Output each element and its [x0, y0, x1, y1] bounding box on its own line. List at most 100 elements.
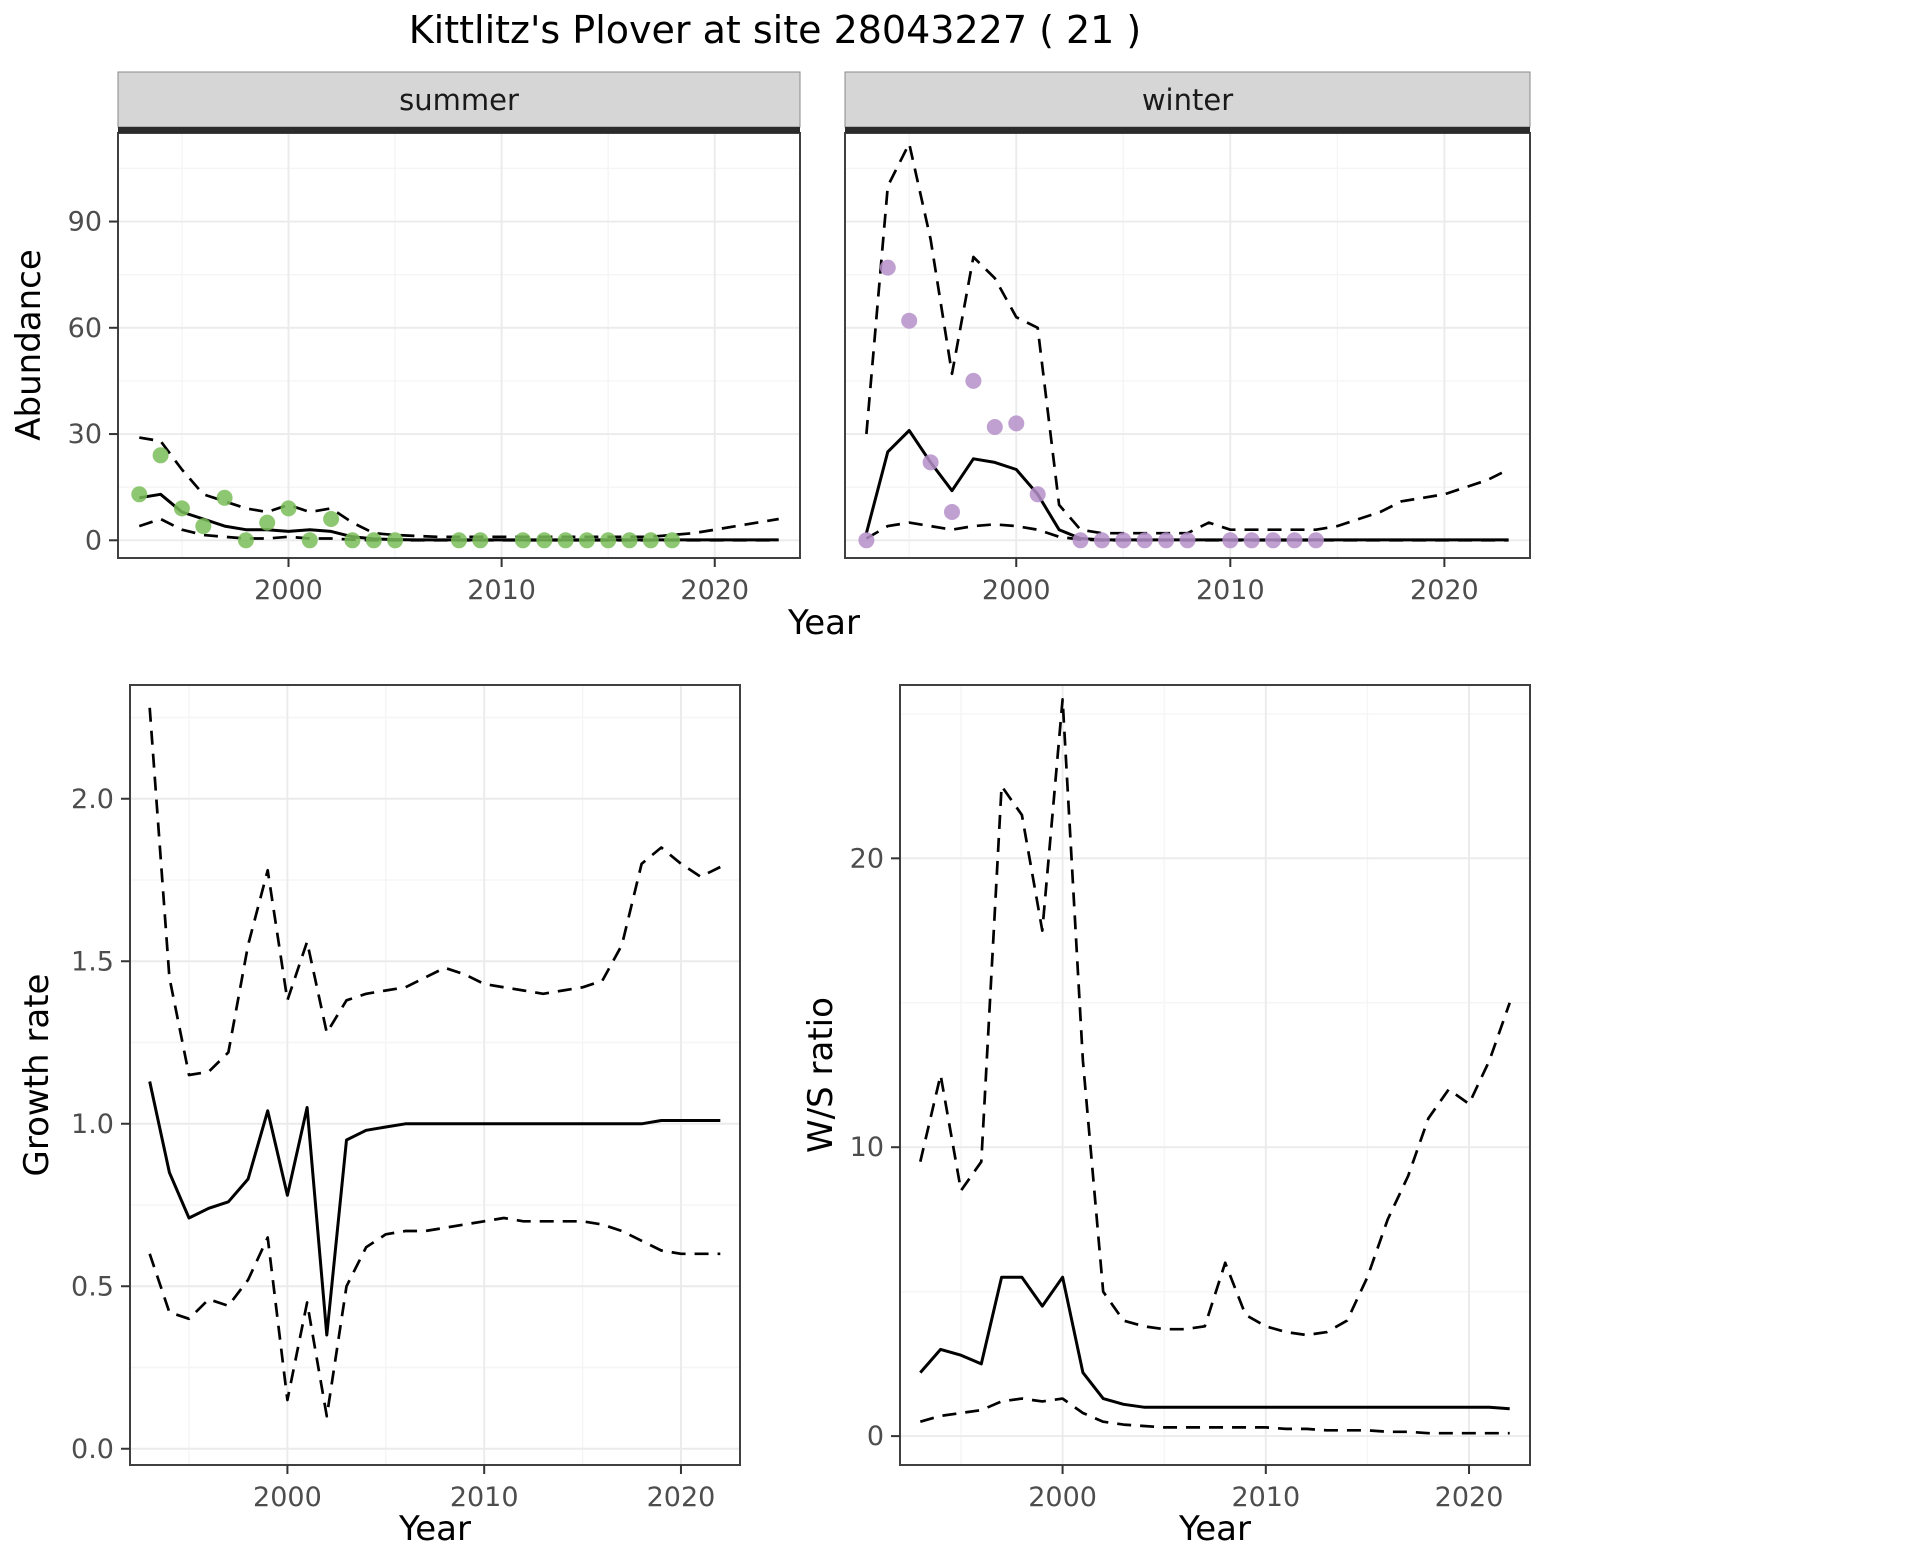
x-axis-title: Year — [1178, 1509, 1251, 1549]
y-axis-title: Growth rate — [17, 974, 57, 1177]
median-line — [919, 1275, 1510, 1411]
facet-strip-border — [845, 127, 1530, 133]
series-group-ws-ratio — [918, 698, 1511, 1435]
data-point — [600, 532, 617, 549]
panel-abundance-winter: 2000 2010 2020 winter — [844, 71, 1531, 606]
data-point — [514, 532, 531, 549]
axis-ticks — [891, 857, 1471, 1474]
lower-ci-line — [148, 1216, 721, 1418]
data-point — [131, 486, 148, 503]
observed-summer-points — [131, 447, 681, 549]
upper-ci-line — [148, 707, 721, 1077]
y-tick-label: 0.0 — [71, 1434, 114, 1465]
data-point — [216, 489, 233, 506]
data-point — [301, 532, 318, 549]
x-tick-label: 2010 — [467, 575, 536, 606]
data-point — [1222, 532, 1239, 549]
data-point — [944, 504, 960, 520]
y-tick-label: 2.0 — [71, 784, 114, 815]
data-point — [451, 532, 467, 549]
axis-ticks — [1015, 558, 1446, 567]
data-point — [664, 532, 681, 549]
data-point — [472, 532, 489, 549]
data-point — [1115, 532, 1132, 549]
data-point — [365, 532, 382, 549]
data-point — [387, 532, 404, 549]
data-point — [1307, 532, 1324, 549]
data-point — [323, 511, 340, 527]
data-point — [557, 532, 574, 549]
observed-winter-points — [858, 259, 1324, 549]
data-point — [858, 532, 875, 549]
x-tick-label: 2020 — [1410, 575, 1479, 606]
y-tick-label: 60 — [68, 313, 102, 344]
y-tick-label: 1.5 — [71, 946, 114, 977]
panel-background — [130, 685, 740, 1465]
series-group-growth-rate — [148, 707, 721, 1418]
x-tick-label: 2010 — [1231, 1482, 1300, 1513]
x-axis-title: Year — [398, 1509, 471, 1549]
series-group-abundance-summer — [131, 436, 779, 549]
data-point — [195, 518, 212, 535]
x-tick-label: 2000 — [1028, 1482, 1097, 1513]
y-axis-title: Abundance — [9, 249, 49, 441]
panel-background — [900, 685, 1530, 1465]
panel-border — [129, 684, 741, 1466]
x-tick-label: 2000 — [254, 575, 323, 606]
gridlines-major — [900, 685, 1530, 1465]
data-point — [1072, 532, 1089, 549]
x-axis-title: Year — [787, 603, 860, 643]
data-point — [879, 259, 896, 276]
lower-ci-line — [919, 1397, 1510, 1435]
panel-ws-ratio: 2000 2010 2020 0 10 20 W/S ratio Year — [801, 684, 1531, 1549]
median-line — [148, 1081, 721, 1337]
data-point — [152, 447, 169, 464]
data-point — [280, 500, 297, 517]
data-point — [642, 532, 659, 549]
data-point — [1136, 532, 1153, 549]
y-tick-label: 0 — [867, 1421, 884, 1452]
y-tick-label: 0.5 — [71, 1271, 114, 1302]
series-group-abundance-winter — [858, 142, 1510, 549]
gridlines-minor — [845, 133, 1530, 558]
y-tick-label: 1.0 — [71, 1109, 114, 1140]
facet-strip-label: summer — [399, 83, 519, 117]
x-tick-label: 2010 — [450, 1482, 519, 1513]
upper-ci-line — [918, 698, 1511, 1337]
data-point — [621, 532, 638, 549]
x-tick-label: 2010 — [1196, 575, 1265, 606]
x-tick-label: 2000 — [253, 1482, 322, 1513]
data-point — [237, 532, 254, 549]
panel-growth-rate: 2000 2010 2020 0.0 0.5 1.0 1.5 2.0 Growth rate Ye… — [17, 684, 741, 1549]
data-point — [578, 532, 595, 549]
data-point — [922, 454, 939, 471]
y-tick-label: 90 — [68, 207, 102, 238]
panel-border — [899, 684, 1531, 1466]
data-point — [1265, 532, 1282, 549]
facet-strip-summer: summer — [117, 71, 801, 133]
y-tick-label: 20 — [850, 843, 884, 874]
panel-abundance-summer: 2000 2010 2020 0 30 60 90 summer Abundance Year — [9, 71, 860, 643]
y-tick-label: 30 — [68, 419, 102, 450]
facet-strip-label: winter — [1142, 83, 1233, 117]
axis-ticks — [121, 797, 682, 1474]
gridlines-minor — [130, 685, 740, 1465]
data-point — [1093, 532, 1110, 549]
facet-strip-winter: winter — [844, 71, 1531, 133]
data-point — [344, 532, 361, 549]
data-point — [965, 372, 982, 389]
data-point — [986, 419, 1003, 435]
facet-strip-border — [118, 127, 800, 133]
data-point — [1286, 532, 1303, 549]
data-point — [173, 500, 190, 517]
x-tick-label: 2000 — [982, 575, 1051, 606]
data-point — [901, 312, 918, 329]
y-tick-label: 10 — [850, 1132, 884, 1163]
y-axis-title: W/S ratio — [801, 997, 841, 1153]
data-point — [1158, 532, 1175, 549]
panel-background — [845, 133, 1530, 558]
gridlines-minor — [118, 133, 800, 558]
chart-title: Kittlitz's Plover at site 28043227 ( 21 … — [408, 8, 1142, 52]
data-point — [536, 532, 553, 549]
